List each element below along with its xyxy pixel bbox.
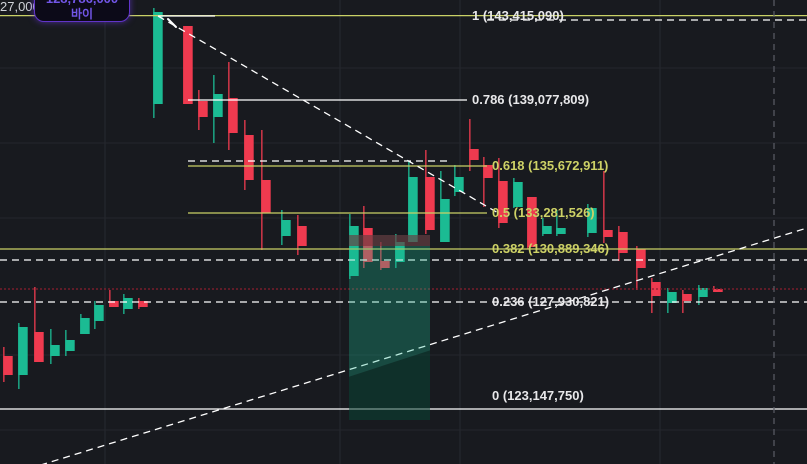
svg-text:0.5 (133,281,526): 0.5 (133,281,526) [492,205,595,220]
svg-text:0.236 (127,930,821): 0.236 (127,930,821) [492,294,609,309]
svg-text:0 (123,147,750): 0 (123,147,750) [492,388,584,403]
svg-text:1 (143,415,090): 1 (143,415,090) [472,8,564,23]
svg-text:0.618 (135,672,911): 0.618 (135,672,911) [492,158,608,173]
svg-text:0.786 (139,077,809): 0.786 (139,077,809) [472,92,589,107]
svg-text:0.382 (130,889,346): 0.382 (130,889,346) [492,241,609,256]
